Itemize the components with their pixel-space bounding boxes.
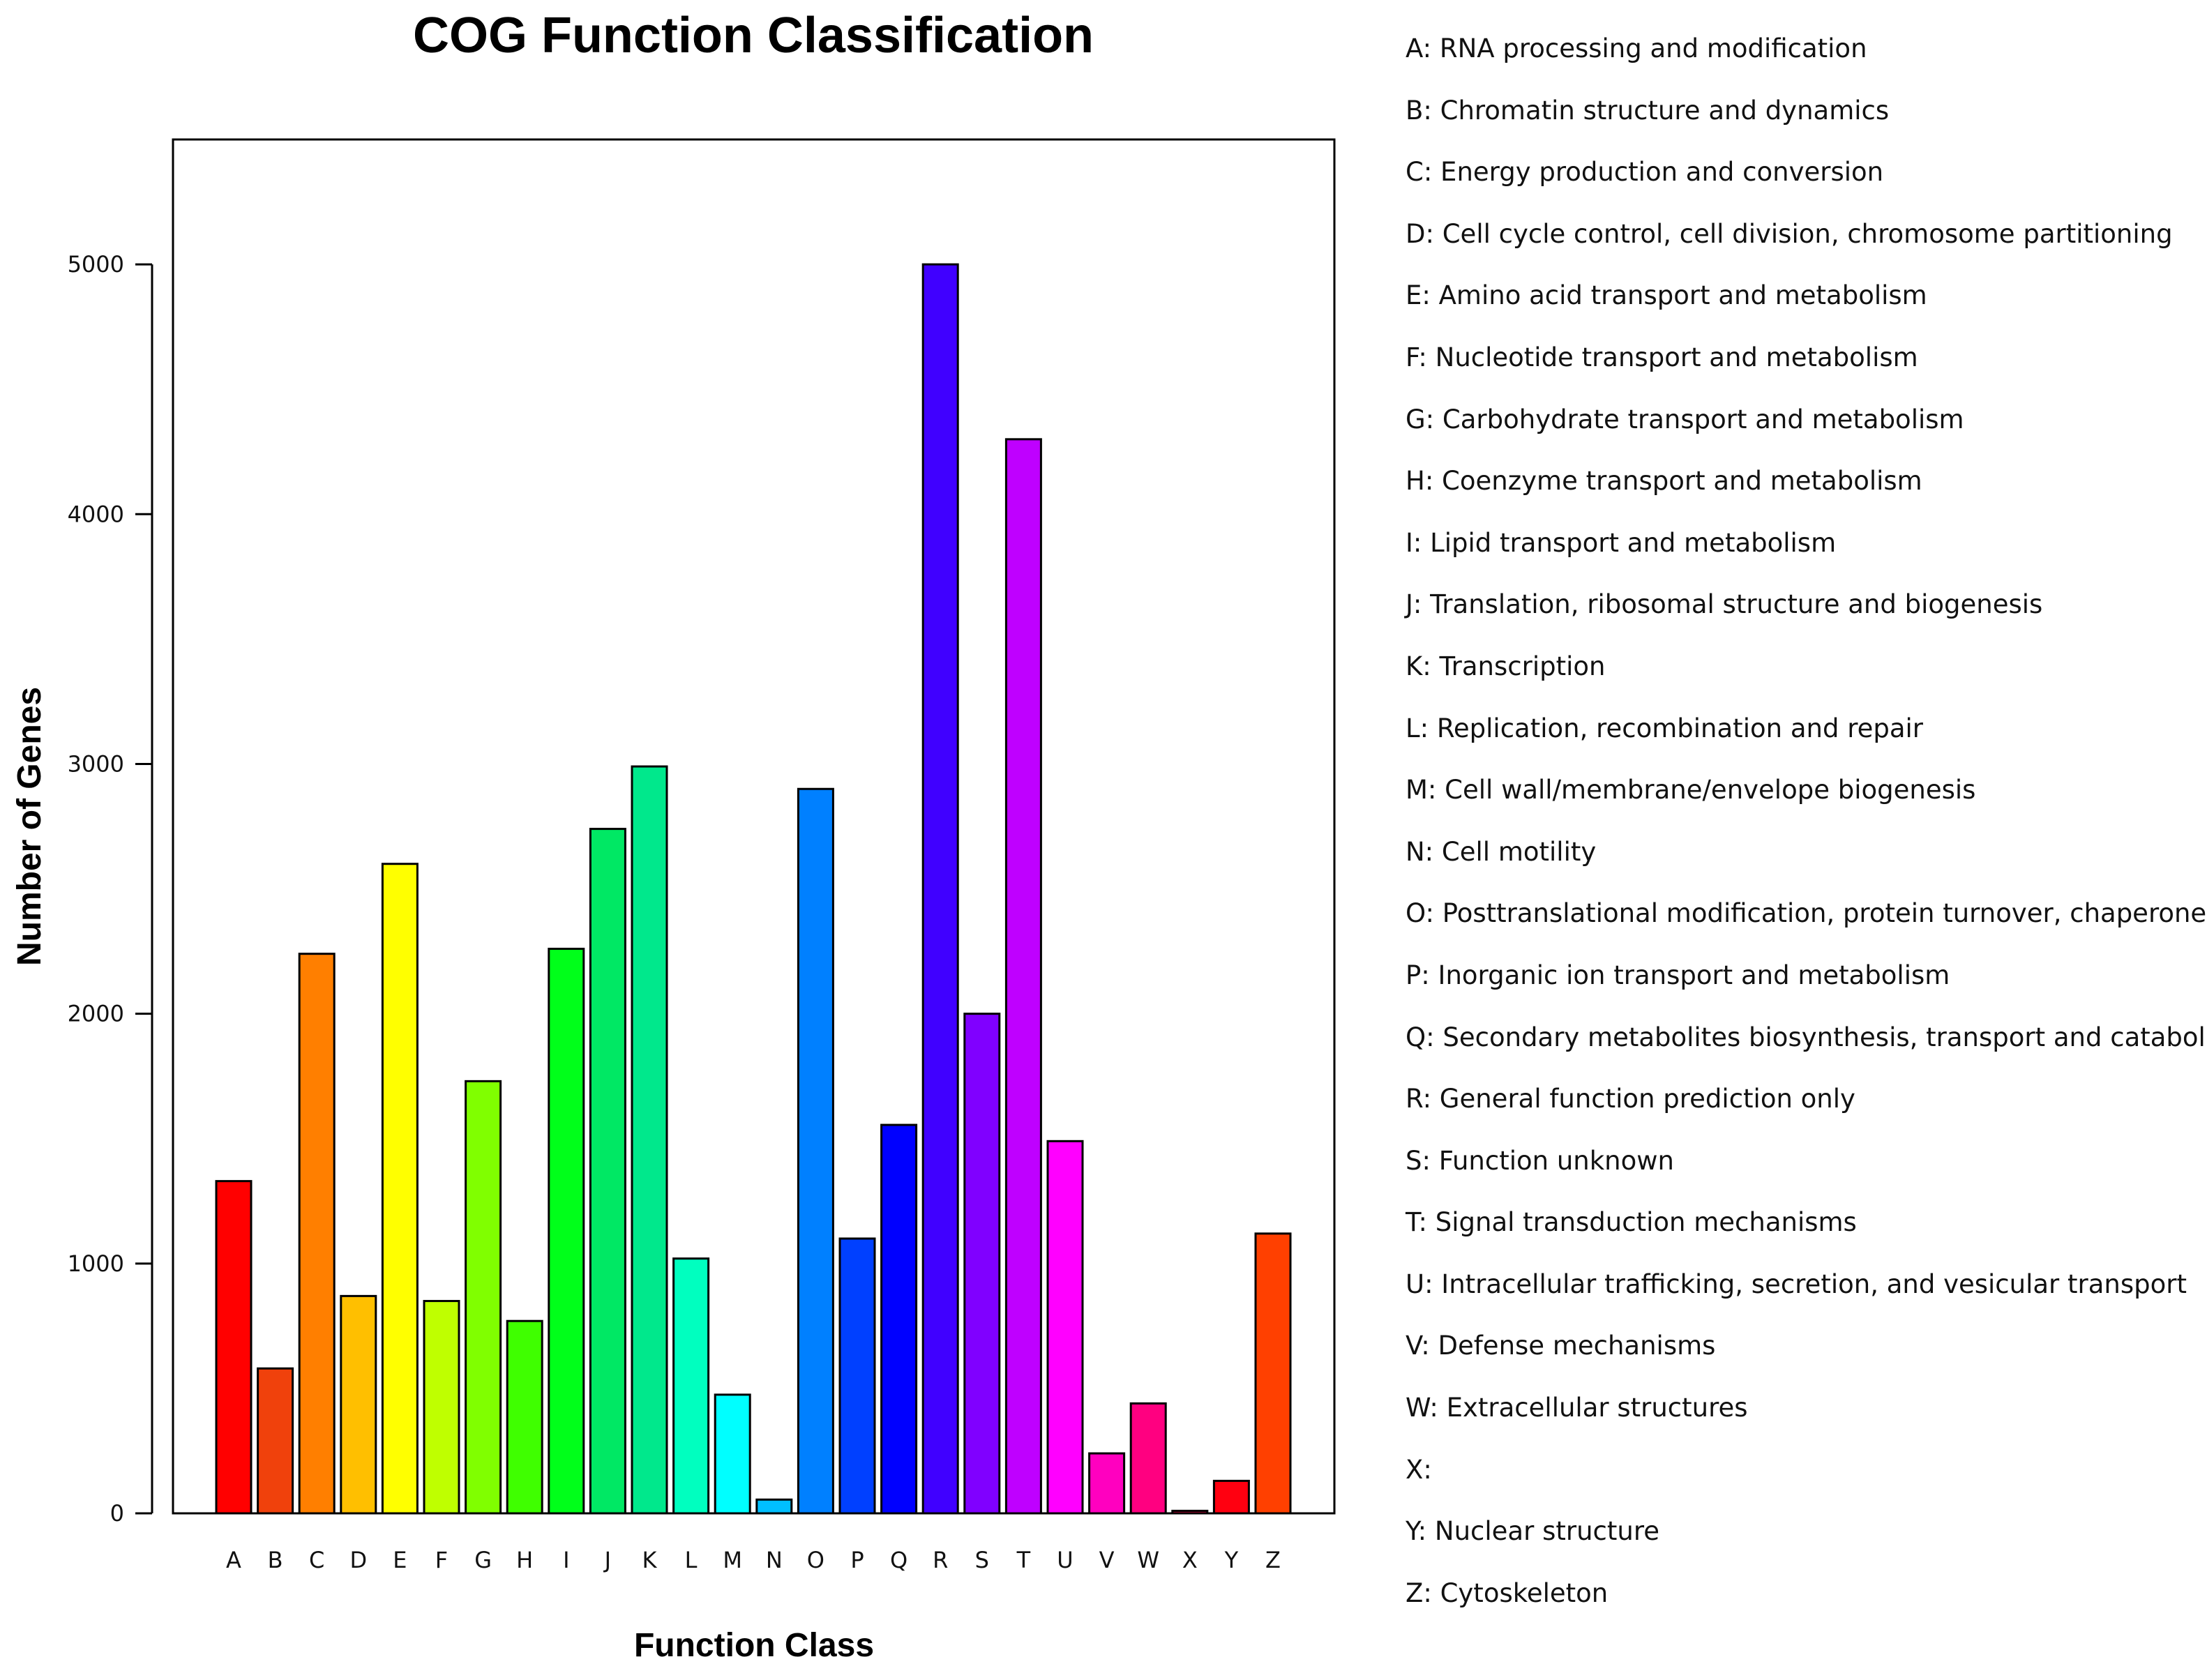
bar-B [257,1367,294,1515]
bar-G [465,1080,502,1515]
x-tick-label-B: B [268,1547,283,1573]
x-tick-label-N: N [766,1547,783,1573]
bar-J [589,828,626,1515]
x-tick-label-V: V [1099,1547,1115,1573]
legend-item: A: RNA processing and modification [1406,33,1867,63]
bar-C [298,953,336,1515]
x-axis-title: Function Class [634,1627,874,1664]
chart-title: COG Function Classification [413,8,1094,63]
bar-I [548,948,585,1515]
bar-P [838,1237,876,1515]
x-tick-label-M: M [723,1547,742,1573]
bar-R [921,263,959,1515]
legend-item: M: Cell wall/membrane/envelope biogenesi… [1406,775,1976,805]
x-tick-label-A: A [226,1547,241,1573]
legend-item: S: Function unknown [1406,1145,1674,1176]
bar-Q [880,1123,918,1515]
legend-item: K: Transcription [1406,651,1606,681]
legend-item: Z: Cytoskeleton [1406,1577,1609,1608]
x-tick-label-F: F [435,1547,448,1573]
bar-D [340,1294,377,1515]
x-tick-label-P: P [850,1547,864,1573]
y-axis-title: Number of Genes [11,687,48,966]
legend-item: W: Extracellular structures [1406,1393,1748,1423]
legend-item: U: Intracellular trafficking, secretion,… [1406,1269,2187,1299]
legend-item: O: Posttranslational modification, prote… [1406,898,2207,929]
legend-item: V: Defense mechanisms [1406,1331,1716,1361]
x-tick-label-Z: Z [1265,1547,1281,1573]
x-tick-label-Y: Y [1224,1547,1239,1573]
bars [215,263,1292,1515]
x-tick-label-O: O [807,1547,824,1573]
bar-K [631,765,668,1515]
legend-item: X: [1406,1454,1432,1485]
x-tick-label-X: X [1182,1547,1198,1573]
y-tick-label: 0 [110,1500,124,1527]
legend-item: G: Carbohydrate transport and metabolism [1406,404,1964,434]
legend-item: Y: Nuclear structure [1406,1516,1659,1547]
y-tick-label: 1000 [68,1250,124,1277]
legend-item: C: Energy production and conversion [1406,157,1884,188]
legend-item: P: Inorganic ion transport and metabolis… [1406,960,1950,990]
x-tick-label-W: W [1137,1547,1159,1573]
bar-H [506,1319,543,1515]
y-tick-label: 5000 [68,251,124,278]
legend-item: T: Signal transduction mechanisms [1406,1207,1857,1238]
legend-item: B: Chromatin structure and dynamics [1406,95,1890,126]
x-tick-label-E: E [393,1547,407,1573]
category-legend: A: RNA processing and modification B: Chr… [1406,28,2207,1634]
bar-V [1088,1452,1126,1515]
bar-F [423,1300,460,1515]
bar-T [1004,438,1042,1515]
x-tick-label-J: J [603,1547,611,1573]
bar-E [381,863,419,1515]
bar-A [215,1180,253,1515]
x-tick-label-C: C [309,1547,324,1573]
legend-item: E: Amino acid transport and metabolism [1406,280,1927,311]
legend-item: H: Coenzyme transport and metabolism [1406,466,1922,497]
x-tick-label-R: R [933,1547,948,1573]
legend-item: F: Nucleotide transport and metabolism [1406,342,1918,372]
bar-S [963,1013,1001,1515]
x-tick-label-H: H [516,1547,533,1573]
x-tick-label-K: K [642,1547,658,1573]
bar-Y [1212,1479,1250,1515]
legend-item: L: Replication, recombination and repair [1406,713,1924,743]
x-tick-label-L: L [685,1547,698,1573]
x-tick-label-U: U [1057,1547,1073,1573]
legend-item: D: Cell cycle control, cell division, ch… [1406,218,2173,249]
y-tick-label: 4000 [68,501,124,527]
bar-L [672,1257,710,1515]
bar-N [755,1498,793,1515]
y-tick-label: 2000 [68,1001,124,1027]
y-tick-label: 3000 [68,750,124,777]
legend-item: I: Lipid transport and metabolism [1406,527,1837,558]
x-tick-label-G: G [474,1547,492,1573]
x-tick-label-Q: Q [890,1547,907,1573]
bar-Z [1254,1232,1292,1515]
plot-frame [172,138,1336,1515]
x-tick-label-T: T [1016,1547,1031,1573]
bar-M [714,1393,751,1515]
x-tick-label-S: S [975,1547,989,1573]
x-tick-label-I: I [563,1547,569,1573]
legend-item: Q: Secondary metabolites biosynthesis, t… [1406,1022,2207,1052]
legend-item: R: General function prediction only [1406,1084,1855,1114]
bar-O [797,787,834,1515]
legend-item: J: Translation, ribosomal structure and … [1406,589,2043,620]
legend-item: N: Cell motility [1406,836,1597,867]
bar-W [1129,1402,1167,1515]
y-axis: 0 1000 2000 3000 4000 5000 [68,251,153,1527]
x-tick-label-D: D [349,1547,367,1573]
bar-U [1046,1140,1084,1515]
